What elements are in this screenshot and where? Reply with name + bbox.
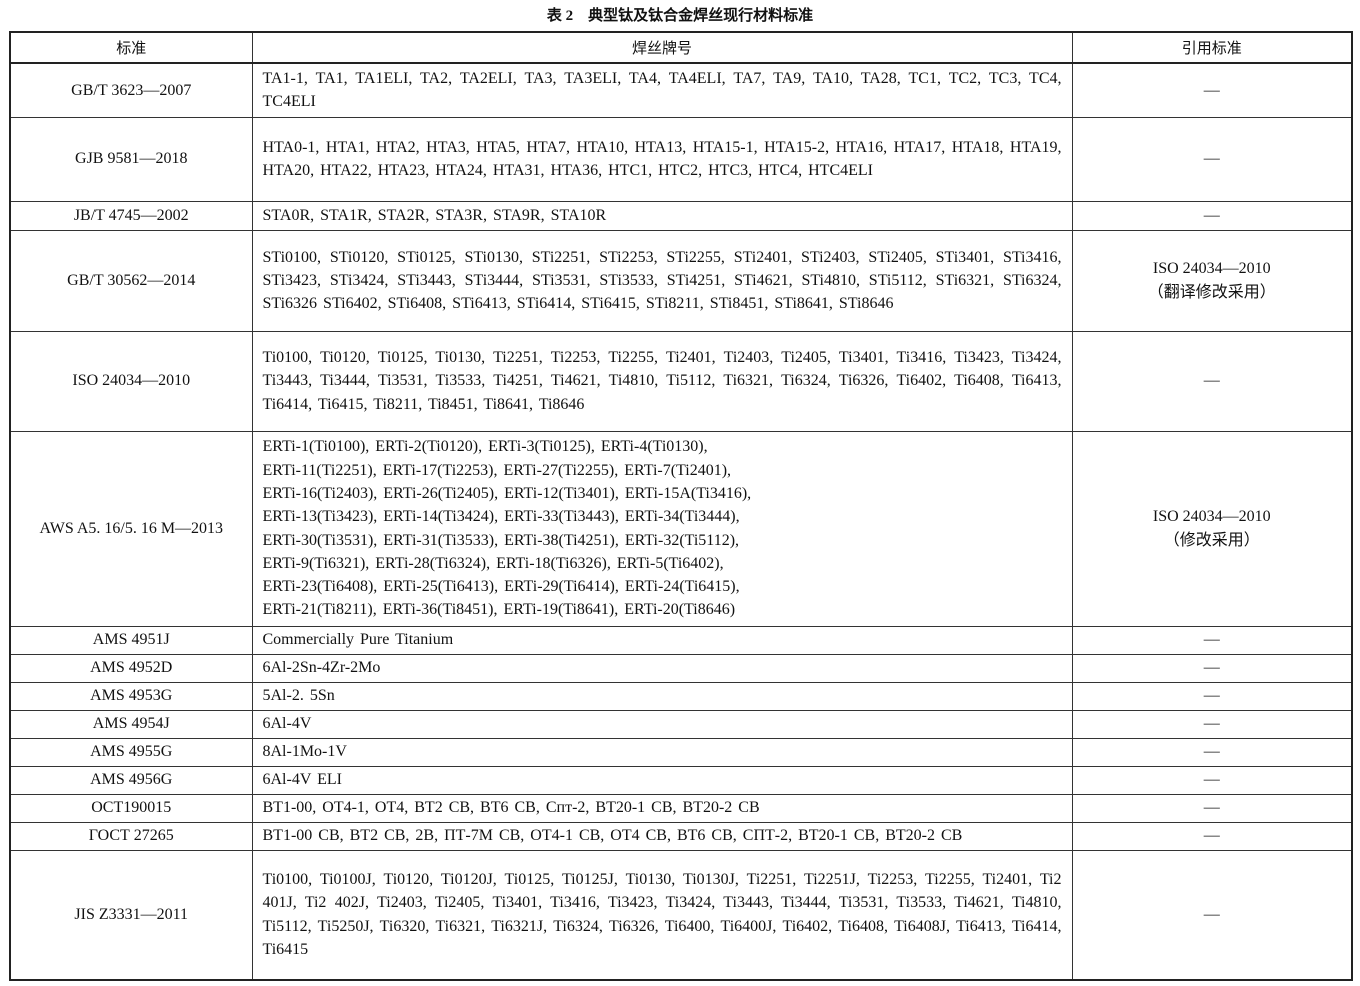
reference-cell: — [1071,821,1353,851]
grades-cell: Ti0100, Ti0120, Ti0125, Ti0130, Ti2251, … [251,330,1073,432]
table-row: ГОСТ 27265 BT1-00 CB, BT2 CB, 2B, ПТ-7M C… [9,821,1353,851]
reference-cell: — [1071,709,1353,739]
grades-cell: STi0100, STi0120, STi0125, STi0130, STi2… [251,229,1073,332]
standard-cell: GB/T 3623—2007 [9,62,253,118]
grades-cell: TA1-1, TA1, TA1ELI, TA2, TA2ELI, TA3, TA… [251,62,1073,118]
table-row: GJB 9581—2018 HTA0-1, HTA1, HTA2, HTA3, H… [9,116,1353,202]
grades-cell: 5Al-2. 5Sn [251,681,1073,711]
reference-cell: — [1071,737,1353,767]
table-row: GB/T 30562—2014 STi0100, STi0120, STi0125… [9,229,1353,332]
table-row: JB/T 4745—2002 STA0R, STA1R, STA2R, STA3R… [9,200,1353,231]
table-row: AWS A5. 16/5. 16 M—2013 ERTi-1(Ti0100), E… [9,430,1353,627]
header-grades: 焊丝牌号 [251,31,1073,64]
reference-cell: ISO 24034—2010 （翻译修改采用） [1071,229,1353,332]
reference-cell: — [1071,653,1353,683]
reference-cell: — [1071,200,1353,231]
grades-cell: Commercially Pure Titanium [251,625,1073,655]
standard-cell: ISO 24034—2010 [9,330,253,432]
grades-cell: 8Al-1Mo-1V [251,737,1073,767]
table-row: AMS 4953G 5Al-2. 5Sn — [9,681,1353,711]
table-row: AMS 4954J 6Al-4V — [9,709,1353,739]
standard-cell: AMS 4951J [9,625,253,655]
grades-cell: 6Al-4V ELI [251,765,1073,795]
standard-cell: JIS Z3331—2011 [9,849,253,981]
table-caption: 表 2 典型钛及钛合金焊丝现行材料标准 [546,8,814,24]
standard-cell: ГОСТ 27265 [9,821,253,851]
standard-cell: AMS 4955G [9,737,253,767]
standard-cell: GJB 9581—2018 [9,116,253,202]
reference-cell: — [1071,849,1353,981]
reference-cell: — [1071,765,1353,795]
table-row: AMS 4956G 6Al-4V ELI — [9,765,1353,795]
standard-cell: AMS 4952D [9,653,253,683]
table-row: AMS 4955G 8Al-1Mo-1V — [9,737,1353,767]
grades-cell: HTA0-1, HTA1, HTA2, HTA3, HTA5, HTA7, HT… [251,116,1073,202]
reference-cell: ISO 24034—2010 （修改采用） [1071,430,1353,627]
standard-cell: AMS 4956G [9,765,253,795]
table-row: GB/T 3623—2007 TA1-1, TA1, TA1ELI, TA2, T… [9,62,1353,118]
reference-cell: — [1071,625,1353,655]
standard-cell: AMS 4953G [9,681,253,711]
table-row: AMS 4952D 6Al-2Sn-4Zr-2Mo — [9,653,1353,683]
table-row: AMS 4951J Commercially Pure Titanium — [9,625,1353,655]
grades-cell: 6Al-4V [251,709,1073,739]
standard-cell: AWS A5. 16/5. 16 M—2013 [9,430,253,627]
reference-cell: — [1071,62,1353,118]
standard-cell: AMS 4954J [9,709,253,739]
standards-table: 标准 焊丝牌号 引用标准 GB/T 3623—2007 TA1-1, TA1, T… [9,31,1353,981]
standard-cell: OCT190015 [9,793,253,823]
reference-cell: — [1071,116,1353,202]
grades-cell: STA0R, STA1R, STA2R, STA3R, STA9R, STA10… [251,200,1073,231]
header-row: 标准 焊丝牌号 引用标准 [9,31,1353,64]
table-row: OCT190015 BT1-00, OT4-1, OT4, BT2 CB, BT6… [9,793,1353,823]
grades-cell: 6Al-2Sn-4Zr-2Mo [251,653,1073,683]
header-reference: 引用标准 [1071,31,1353,64]
standard-cell: JB/T 4745—2002 [9,200,253,231]
header-standard: 标准 [9,31,253,64]
table-row: JIS Z3331—2011 Ti0100, Ti0100J, Ti0120, T… [9,849,1353,981]
grades-cell: ERTi-1(Ti0100), ERTi-2(Ti0120), ERTi-3(T… [251,430,1073,627]
reference-cell: — [1071,681,1353,711]
grades-cell: Ti0100, Ti0100J, Ti0120, Ti0120J, Ti0125… [251,849,1073,981]
table-row: ISO 24034—2010 Ti0100, Ti0120, Ti0125, Ti… [9,330,1353,432]
grades-cell: BT1-00 CB, BT2 CB, 2B, ПТ-7M CB, OT4-1 C… [251,821,1073,851]
reference-cell: — [1071,793,1353,823]
reference-cell: — [1071,330,1353,432]
standard-cell: GB/T 30562—2014 [9,229,253,332]
grades-cell: BT1-00, OT4-1, OT4, BT2 CB, BT6 CB, Cпт-… [251,793,1073,823]
